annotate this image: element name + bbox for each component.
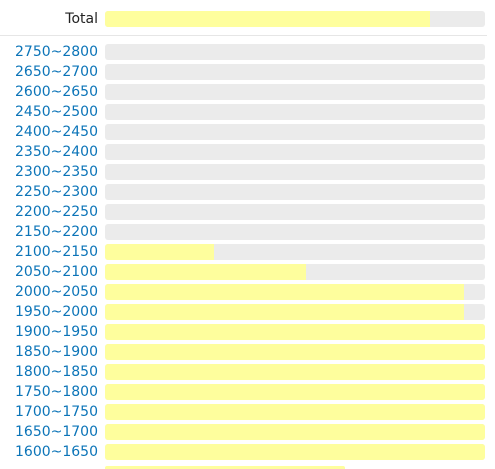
range-row: 2600~2650 — [0, 82, 495, 102]
range-row: 1600~1650 — [0, 442, 495, 462]
range-link[interactable]: 2000~2050 — [15, 284, 98, 300]
range-link[interactable]: 1650~1700 — [15, 424, 98, 440]
range-row: 2300~2350 — [0, 162, 495, 182]
range-progress-track — [105, 104, 485, 120]
range-progress-track — [105, 264, 485, 280]
range-progress-track — [105, 424, 485, 440]
range-row: 2000~2050 — [0, 282, 495, 302]
range-progress-fill — [105, 424, 485, 440]
range-progress-track — [105, 204, 485, 220]
range-link[interactable]: 1700~1750 — [15, 404, 98, 420]
range-row: 1950~2000 — [0, 302, 495, 322]
range-link[interactable]: 2100~2150 — [15, 244, 98, 260]
next-row-progress-fill-partial — [105, 466, 345, 469]
range-row: 1900~1950 — [0, 322, 495, 342]
range-link[interactable]: 2150~2200 — [15, 224, 98, 240]
range-progress-track — [105, 384, 485, 400]
total-progress-track — [105, 11, 485, 27]
range-progress-fill — [105, 284, 465, 300]
range-link[interactable]: 2450~2500 — [15, 104, 98, 120]
range-row: 2050~2100 — [0, 262, 495, 282]
range-link[interactable]: 2400~2450 — [15, 124, 98, 140]
range-link[interactable]: 2350~2400 — [15, 144, 98, 160]
range-link[interactable]: 1950~2000 — [15, 304, 98, 320]
range-progress-track — [105, 344, 485, 360]
range-row: 1750~1800 — [0, 382, 495, 402]
total-label: Total — [65, 11, 98, 27]
range-link[interactable]: 2200~2250 — [15, 204, 98, 220]
range-row: 1700~1750 — [0, 402, 495, 422]
range-link[interactable]: 2050~2100 — [15, 264, 98, 280]
range-row: 2650~2700 — [0, 62, 495, 82]
range-link[interactable]: 2650~2700 — [15, 64, 98, 80]
range-progress-track — [105, 364, 485, 380]
range-link[interactable]: 1900~1950 — [15, 324, 98, 340]
range-progress-fill — [105, 404, 485, 420]
range-progress-track — [105, 144, 485, 160]
range-row: 2450~2500 — [0, 102, 495, 122]
range-progress-track — [105, 224, 485, 240]
range-row: 2400~2450 — [0, 122, 495, 142]
range-progress-track — [105, 304, 485, 320]
range-progress-track — [105, 164, 485, 180]
range-row: 1650~1700 — [0, 422, 495, 442]
range-link[interactable]: 1600~1650 — [15, 444, 98, 460]
range-link[interactable]: 1750~1800 — [15, 384, 98, 400]
range-progress-fill — [105, 324, 485, 340]
range-progress-track — [105, 124, 485, 140]
range-link[interactable]: 1800~1850 — [15, 364, 98, 380]
range-progress-track — [105, 284, 485, 300]
range-progress-fill — [105, 264, 307, 280]
range-row: 2200~2250 — [0, 202, 495, 222]
range-progress-fill — [105, 364, 485, 380]
range-row: 1800~1850 — [0, 362, 495, 382]
total-row: Total — [0, 9, 495, 29]
range-progress-track — [105, 64, 485, 80]
range-link[interactable]: 1850~1900 — [15, 344, 98, 360]
range-row: 2100~2150 — [0, 242, 495, 262]
range-row: 1850~1900 — [0, 342, 495, 362]
range-progress-track — [105, 444, 485, 460]
range-progress-track — [105, 44, 485, 60]
range-progress-track — [105, 324, 485, 340]
range-row: 2250~2300 — [0, 182, 495, 202]
range-row: 2750~2800 — [0, 42, 495, 62]
range-row: 2350~2400 — [0, 142, 495, 162]
range-progress-fill — [105, 444, 485, 460]
range-progress-fill — [105, 384, 485, 400]
range-progress-track — [105, 244, 485, 260]
total-progress-fill — [105, 11, 430, 27]
range-progress-fill — [105, 344, 485, 360]
range-link[interactable]: 2300~2350 — [15, 164, 98, 180]
divider — [0, 35, 487, 36]
range-link[interactable]: 2600~2650 — [15, 84, 98, 100]
range-progress-track — [105, 184, 485, 200]
range-link[interactable]: 2250~2300 — [15, 184, 98, 200]
range-progress-fill — [105, 304, 465, 320]
range-progress-fill — [105, 244, 215, 260]
range-progress-track — [105, 84, 485, 100]
range-progress-track — [105, 404, 485, 420]
range-row: 2150~2200 — [0, 222, 495, 242]
range-link[interactable]: 2750~2800 — [15, 44, 98, 60]
